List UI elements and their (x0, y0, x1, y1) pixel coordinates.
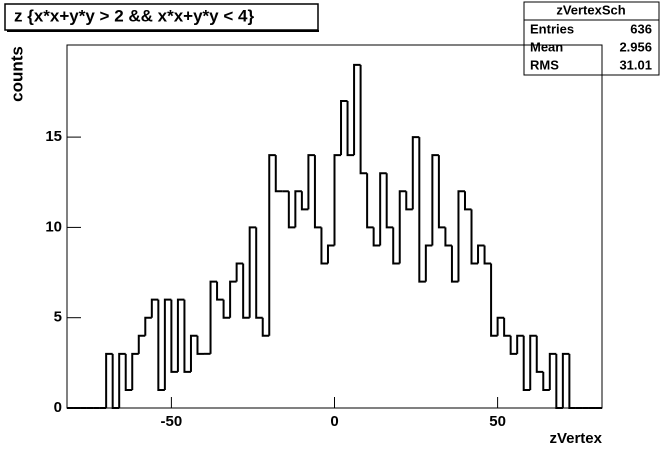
x-tick-label: 0 (330, 413, 338, 430)
x-tick-label: -50 (161, 413, 183, 430)
histogram-bin (509, 335, 518, 355)
histogram-bin (548, 352, 557, 390)
histogram-bin (255, 227, 263, 319)
histogram-bin (437, 155, 446, 229)
histogram-bin (144, 316, 152, 336)
histogram-bin (105, 352, 113, 408)
histogram-bin (137, 334, 146, 354)
histogram-bin (340, 99, 348, 156)
stats-label: Mean (530, 39, 563, 54)
stats-box (523, 1, 660, 76)
histogram-bin (176, 298, 185, 372)
histogram-bin (542, 371, 550, 391)
histogram-bin (124, 353, 133, 391)
histogram-bin (366, 173, 374, 229)
histogram-bin (411, 136, 420, 210)
histogram-bin (131, 352, 139, 390)
histogram-bin (326, 244, 335, 264)
histogram-bin (189, 334, 198, 372)
stats-label: Entries (530, 21, 574, 36)
stats-value: 2.956 (619, 39, 652, 54)
y-tick-label: 0 (54, 399, 62, 416)
chart-title: z {x*x+y*y > 2 && x*x+y*y < 4} (14, 6, 254, 25)
histogram-bin (470, 209, 479, 265)
histogram-bin (398, 190, 407, 264)
histogram-bin (163, 298, 172, 390)
histogram-bin (150, 298, 159, 318)
histogram-bin (359, 64, 368, 175)
histogram-bin (463, 191, 472, 211)
histogram-bin (568, 353, 576, 409)
histogram-bin (287, 191, 296, 229)
x-tick-label: 50 (489, 413, 506, 430)
histogram-bin (320, 227, 328, 265)
histogram-bin (235, 262, 244, 282)
y-tick-label: 10 (45, 218, 62, 235)
stats-label: RMS (530, 57, 559, 72)
histogram-bin (372, 227, 381, 247)
histogram-bin (268, 154, 276, 336)
histogram-bin (431, 154, 439, 246)
histogram-bin (294, 190, 302, 228)
histogram-bin (274, 155, 283, 193)
histogram-bin (229, 280, 237, 318)
y-tick-label: 15 (45, 128, 62, 145)
y-tick-label: 5 (54, 309, 62, 326)
histogram-bin (483, 245, 492, 265)
histogram-bin (418, 137, 426, 283)
histogram-bin (307, 154, 315, 210)
histogram-bin (111, 353, 120, 409)
histogram-bin (300, 191, 309, 211)
histogram-bin (313, 155, 322, 229)
y-axis-label: counts (7, 46, 26, 102)
histogram-bin (529, 334, 537, 390)
histogram-bin (242, 263, 250, 319)
histogram-bin (405, 191, 413, 211)
histogram-bin (555, 353, 563, 409)
histogram-bin (346, 100, 355, 157)
histogram-bin (333, 154, 342, 246)
stats-value: 31.01 (619, 57, 652, 72)
histogram-bin (353, 63, 361, 156)
histogram-bin (522, 335, 531, 391)
histogram-bin (222, 299, 231, 319)
histogram-bin (248, 226, 257, 318)
histogram-bin (444, 227, 452, 247)
histogram-bin (477, 244, 485, 264)
histogram-bin (535, 335, 544, 373)
histogram-bin (496, 316, 505, 336)
histogram-bin (183, 299, 191, 373)
histogram-bin (516, 334, 524, 354)
histogram-bin (424, 244, 433, 282)
histogram-bin (379, 172, 387, 246)
histogram-bin (503, 317, 511, 337)
histogram-bin (216, 281, 224, 301)
histogram-bin (196, 335, 205, 355)
stats-value: 636 (630, 21, 652, 36)
histogram-bin (209, 280, 218, 354)
histogram-bin (457, 190, 465, 282)
histogram-bin (392, 227, 400, 265)
stats-title: zVertexSch (556, 2, 625, 17)
histogram-bin (561, 352, 570, 408)
histogram-bin (450, 245, 459, 283)
histogram-bin (118, 352, 126, 408)
histogram-bin (261, 317, 270, 337)
histogram-bin (157, 299, 165, 391)
x-axis-label: zVertex (549, 430, 602, 447)
title-box (4, 3, 319, 31)
histogram-bin (490, 263, 498, 337)
histogram-bin (385, 173, 394, 229)
histogram-bin (170, 299, 178, 373)
